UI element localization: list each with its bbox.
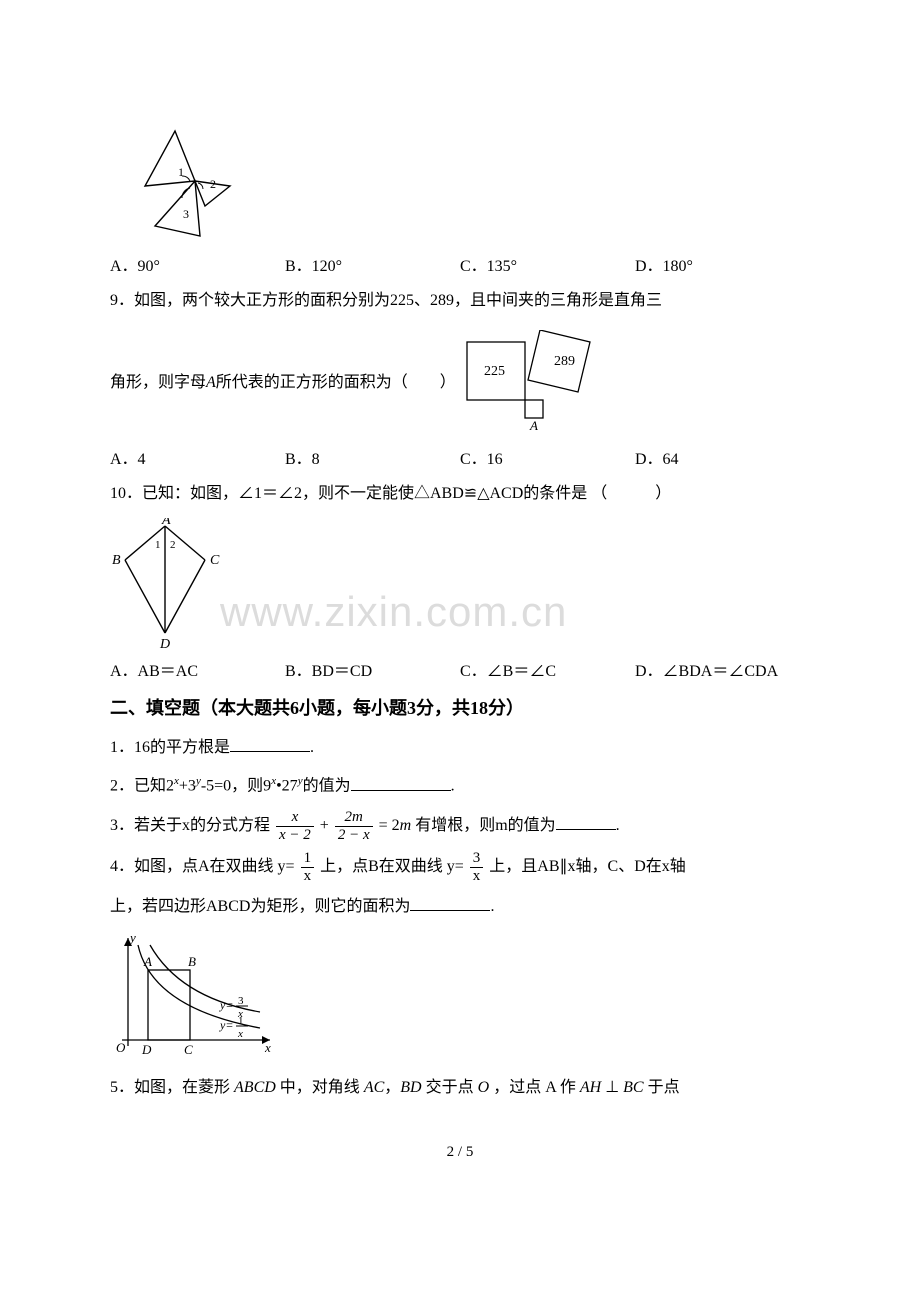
f5-b: 中，对角线	[276, 1079, 364, 1096]
q8-opt-a: A．90°	[110, 252, 285, 276]
f3: 3．若关于x的分式方程 xx − 2 + 2m2 − x = 2m 有增根，则m…	[110, 810, 810, 843]
f5: 5．如图，在菱形 ABCD 中，对角线 AC，BD 交于点 O ，过点 A 作 …	[110, 1073, 810, 1103]
svg-text:O: O	[116, 1040, 126, 1055]
q9-opt-d: D．64	[635, 445, 810, 469]
f4-l1c: 上，且AB∥x轴，C、D在x轴	[489, 858, 685, 875]
q10-opt-a: A．AB＝AC	[110, 657, 285, 681]
q9-options: A．4 B．8 C．16 D．64	[110, 445, 810, 469]
f2: 2．已知2x+3y-5=0，则9x•27y的值为.	[110, 771, 810, 802]
svg-text:1: 1	[238, 1015, 244, 1027]
f5-ah: AH	[580, 1079, 601, 1096]
q9-opt-b: B．8	[285, 445, 460, 469]
f2-blank	[351, 774, 451, 791]
q9-figure: 225 289 A	[462, 330, 612, 435]
q8-opt-b: B．120°	[285, 252, 460, 276]
f4-figure: yxOABCDy=3xy=1x	[110, 930, 810, 1065]
q10-opt-b: B．BD＝CD	[285, 657, 460, 681]
q9-text-b: 角形，则字母	[110, 374, 206, 391]
f5-a: 5．如图，在菱形	[110, 1079, 234, 1096]
q8-figure: 1 2 3	[110, 126, 810, 246]
f5-bd: BD	[400, 1079, 421, 1096]
svg-text:y=: y=	[219, 998, 233, 1012]
q9-text-c: 所代表的正方形的面积为（ ）	[216, 374, 456, 391]
f3-frac1: xx − 2	[276, 810, 314, 843]
f3-pre: 3．若关于x的分式方程	[110, 817, 274, 834]
svg-text:B: B	[188, 954, 196, 969]
f5-o: O	[478, 1079, 490, 1096]
f3-m: m	[400, 817, 412, 834]
svg-text:3: 3	[238, 995, 244, 1007]
f3-blank	[556, 813, 616, 830]
f4-frac2: 3x	[470, 851, 484, 884]
svg-text:x: x	[264, 1040, 271, 1055]
f4-frac1: 1x	[301, 851, 315, 884]
f4-line2: 上，若四边形ABCD为矩形，则它的面积为.	[110, 892, 810, 922]
q10-opt-c: C．∠B＝∠C	[460, 657, 635, 681]
f1-tail: .	[310, 739, 314, 756]
f3-plus: +	[320, 817, 333, 834]
q10-figure-wrap: A B C D 12 www.zixin.com.cn	[110, 518, 810, 653]
svg-text:B: B	[112, 553, 121, 568]
svg-text:C: C	[210, 553, 220, 568]
svg-text:A: A	[161, 518, 171, 528]
f4-l1a: 4．如图，点A在双曲线 y=	[110, 858, 295, 875]
svg-text:D: D	[159, 637, 170, 652]
f5-d: ，过点 A 作	[489, 1079, 580, 1096]
f1-text: 1．16的平方根是	[110, 739, 230, 756]
f4-l1b: 上，点B在双曲线 y=	[320, 858, 464, 875]
f4-blank	[410, 894, 490, 911]
q9-opt-a: A．4	[110, 445, 285, 469]
svg-text:225: 225	[484, 364, 505, 379]
svg-text:289: 289	[554, 354, 575, 369]
svg-text:1: 1	[178, 165, 184, 179]
f2-dot: •27	[276, 778, 298, 795]
svg-text:y=: y=	[219, 1018, 233, 1032]
q8-opt-c: C．135°	[460, 252, 635, 276]
f2-mid1: +3	[179, 778, 196, 795]
svg-text:1: 1	[155, 539, 161, 551]
page-footer: 2 / 5	[110, 1144, 810, 1161]
f5-comma: ，	[384, 1079, 400, 1096]
q8-options: A．90° B．120° C．135° D．180°	[110, 252, 810, 276]
f2-tail: .	[451, 778, 455, 795]
f4-l2a: 上，若四边形ABCD为矩形，则它的面积为	[110, 898, 410, 915]
f5-c: 交于点	[422, 1079, 478, 1096]
svg-text:3: 3	[183, 207, 189, 221]
f5-bc: BC	[623, 1079, 643, 1096]
f5-abcd: ABCD	[234, 1079, 276, 1096]
svg-text:A: A	[143, 954, 152, 969]
f4-line1: 4．如图，点A在双曲线 y= 1x 上，点B在双曲线 y= 3x 上，且AB∥x…	[110, 851, 810, 884]
f1-blank	[230, 735, 310, 752]
q10-options: A．AB＝AC B．BD＝CD C．∠B＝∠C D．∠BDA＝∠CDA	[110, 657, 810, 681]
svg-text:2: 2	[210, 177, 216, 191]
f5-ac: AC	[364, 1079, 384, 1096]
svg-text:D: D	[141, 1042, 152, 1057]
f5-e: 于点	[644, 1079, 680, 1096]
f4-tail: .	[490, 898, 494, 915]
f3-eq: = 2	[379, 817, 400, 834]
q9-letter-a: A	[206, 374, 216, 391]
svg-text:2: 2	[170, 539, 176, 551]
f2-mid3: 的值为	[303, 778, 351, 795]
f5-perp: ⊥	[601, 1079, 623, 1096]
svg-text:x: x	[237, 1028, 243, 1040]
f3-frac2: 2m2 − x	[335, 810, 373, 843]
f3-mid: 有增根，则m的值为	[415, 817, 555, 834]
f2-pre: 2．已知2	[110, 778, 174, 795]
section2-title: 二、填空题（本大题共6小题，每小题3分，共18分）	[110, 691, 810, 725]
q8-opt-d: D．180°	[635, 252, 810, 276]
q9-text-a: 9．如图，两个较大正方形的面积分别为225、289，且中间夹的三角形是直角三	[110, 286, 810, 316]
svg-text:A: A	[529, 418, 538, 433]
f3-tail: .	[616, 817, 620, 834]
q10-text: 10．已知：如图，∠1＝∠2，则不一定能使△ABD≌△ACD的条件是 （ ）	[110, 479, 810, 509]
q9-row: 角形，则字母A所代表的正方形的面积为（ ） 225289A	[110, 324, 810, 441]
svg-text:y: y	[128, 930, 136, 945]
q10-opt-d: D．∠BDA＝∠CDA	[635, 657, 810, 681]
f1: 1．16的平方根是.	[110, 733, 810, 763]
f2-mid2: -5=0，则9	[201, 778, 271, 795]
watermark: www.zixin.com.cn	[220, 588, 567, 636]
q9-opt-c: C．16	[460, 445, 635, 469]
svg-text:C: C	[184, 1042, 193, 1057]
